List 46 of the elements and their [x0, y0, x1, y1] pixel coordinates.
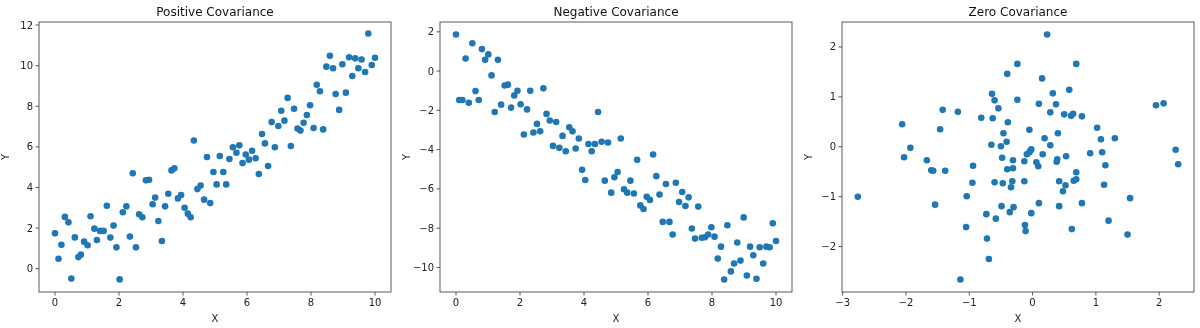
x-tick-label: 8 [708, 297, 716, 308]
y-tick-label: 0 [427, 65, 434, 77]
x-tick-label: 8 [307, 297, 315, 308]
x-tick-label: 1 [1092, 297, 1100, 308]
x-axis-title: X [211, 313, 219, 324]
y-tick-label: −1 [821, 191, 836, 203]
x-tick-label: 10 [769, 297, 783, 308]
x-tick-label: −1 [961, 297, 977, 308]
x-tick-label: 2 [516, 297, 524, 308]
x-axis-title: X [1014, 313, 1022, 324]
y-tick-label: 2 [829, 41, 836, 53]
x-tick-label: 6 [644, 297, 652, 308]
chart-title: Negative Covariance [553, 5, 679, 19]
y-tick-label: −2 [821, 241, 836, 253]
y-tick-label: −4 [419, 144, 434, 156]
y-tick-label: −2 [419, 104, 434, 116]
x-tick-label: 6 [243, 297, 251, 308]
y-axis-title: Y [401, 153, 412, 162]
x-axis-title: X [612, 313, 620, 324]
y-tick-label: 2 [26, 222, 33, 234]
x-tick-label: 10 [368, 297, 382, 308]
x-tick-label: 0 [51, 297, 59, 308]
y-tick-label: −10 [412, 261, 434, 273]
y-tick-label: −6 [419, 183, 434, 195]
y-tick-label: 4 [26, 181, 33, 193]
y-tick-label: 12 [20, 19, 33, 31]
y-tick-label: 2 [427, 26, 434, 38]
y-tick-label: 6 [26, 141, 33, 153]
y-tick-label: 8 [26, 100, 33, 112]
x-tick-label: −2 [898, 297, 914, 308]
y-tick-label: 0 [26, 263, 33, 275]
y-tick-label: 1 [829, 91, 836, 103]
x-tick-label: 4 [580, 297, 588, 308]
x-tick-label: 2 [115, 297, 123, 308]
chart-title: Positive Covariance [156, 5, 274, 19]
y-tick-label: −8 [419, 222, 434, 234]
x-tick-label: −3 [835, 297, 851, 308]
y-axis-title: Y [0, 153, 11, 162]
x-tick-label: 4 [179, 297, 187, 308]
x-tick-label: 0 [1029, 297, 1036, 308]
x-tick-label: 2 [1155, 297, 1163, 308]
y-tick-label: 0 [829, 141, 836, 153]
x-tick-label: 0 [452, 297, 460, 308]
chart-title: Zero Covariance [968, 5, 1068, 19]
y-tick-label: 10 [20, 60, 33, 72]
y-axis-title: Y [803, 153, 814, 162]
